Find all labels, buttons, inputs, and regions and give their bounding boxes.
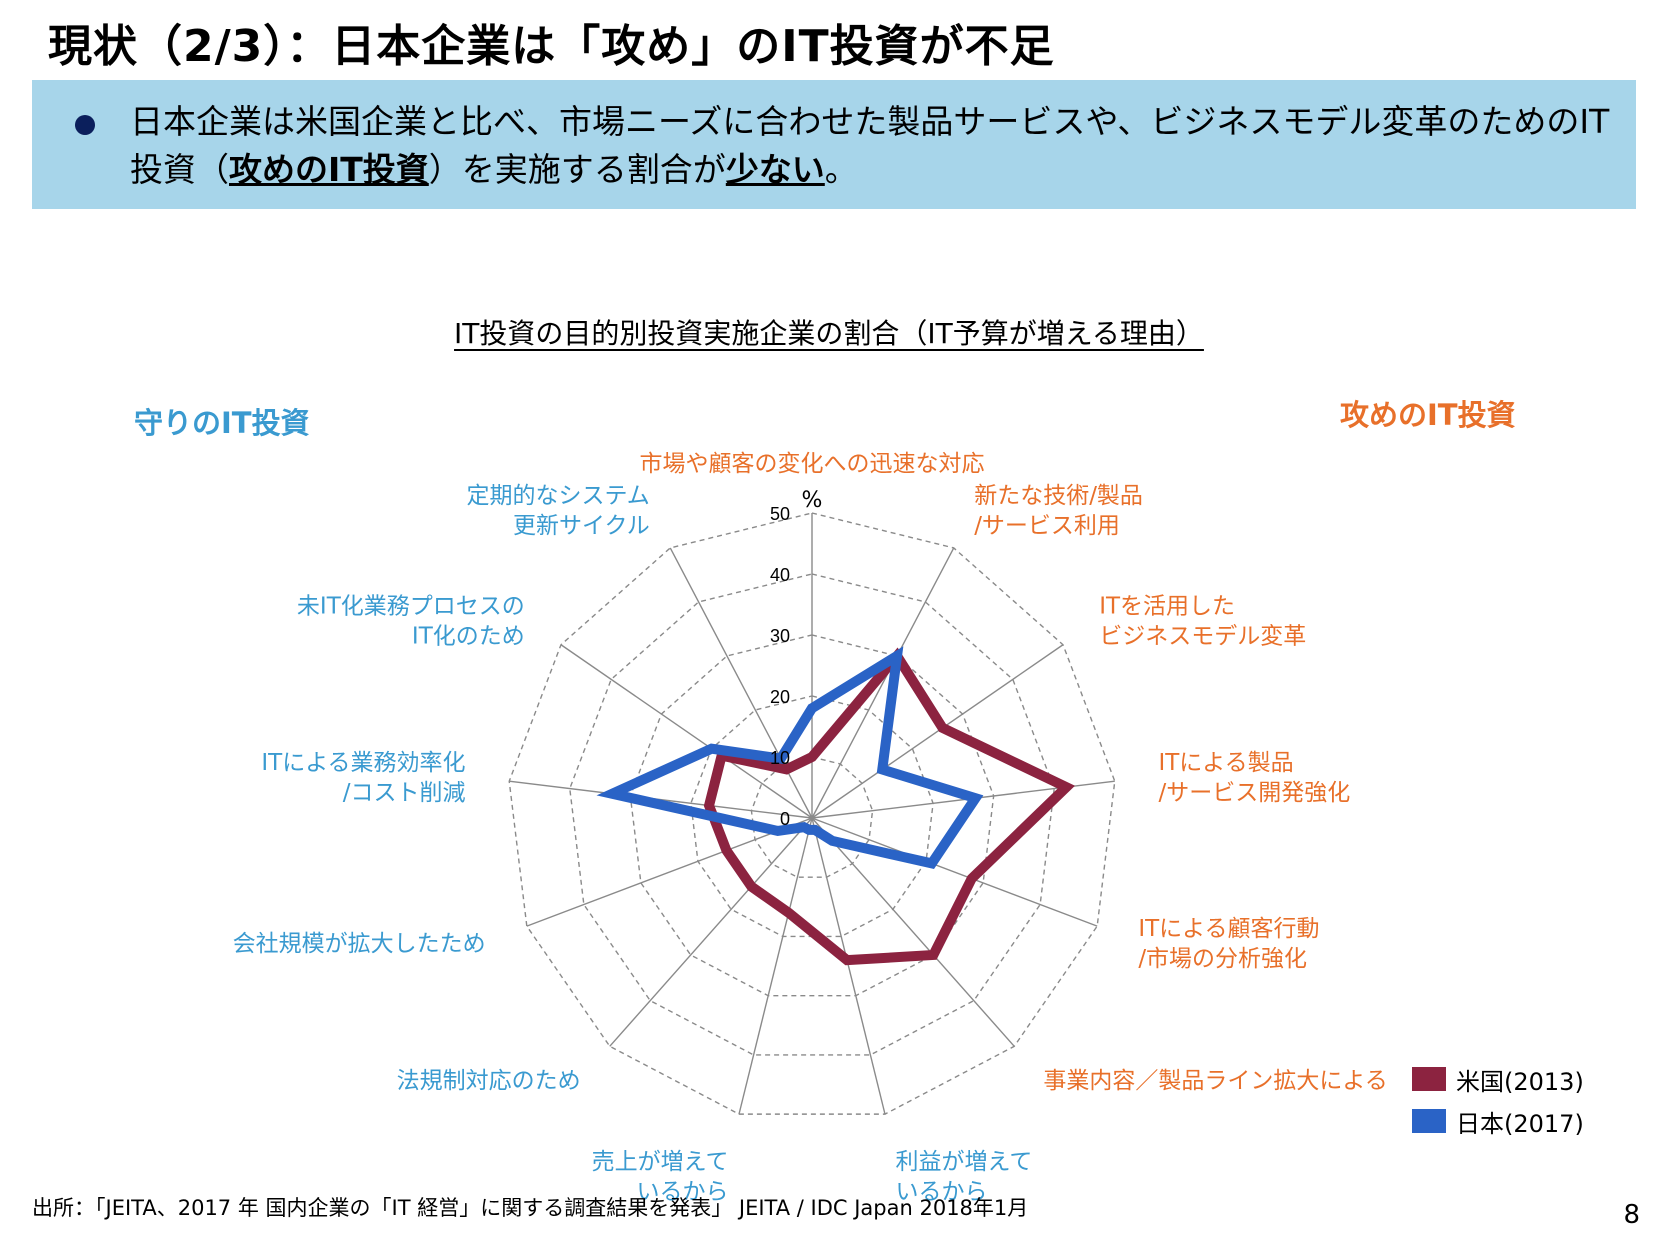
- grid-spoke: [811, 817, 1015, 1047]
- series-japan: [596, 646, 984, 870]
- chart-title: IT投資の目的別投資実施企業の割合（IT予算が増える理由）: [454, 317, 1204, 350]
- grid-spoke: [738, 817, 813, 1115]
- source-note: 出所：「JEITA、2017 年 国内企業の「IT 経営」に関する調査結果を発表…: [32, 1196, 1029, 1220]
- grid-spoke: [811, 817, 886, 1115]
- legend-label-japan: 日本(2017): [1456, 1109, 1584, 1138]
- page-number: 8: [1623, 1200, 1640, 1230]
- series-us: [703, 647, 1075, 966]
- legend-swatch-us: [1412, 1067, 1446, 1091]
- category-label: ITによる顧客行動/市場の分析強化: [1138, 916, 1319, 972]
- category-label: ITによる業務効率化/コスト削減: [261, 750, 465, 806]
- slide-title: 現状（2/3）：日本企業は「攻め」のIT投資が不足: [48, 21, 1055, 72]
- summary-text: 日本企業は米国企業と比べ、市場ニーズに合わせた製品サービスや、ビジネスモデル変革…: [130, 98, 1610, 194]
- category-label: 利益が増えているから: [896, 1149, 1033, 1205]
- radar-grid: [508, 512, 1116, 1115]
- category-label: 事業内容／製品ライン拡大による: [1043, 1068, 1387, 1094]
- grid-ring: [629, 634, 995, 997]
- grid-spoke: [811, 817, 1098, 927]
- grid-spoke: [811, 644, 1064, 819]
- legend-item-japan: 日本(2017): [1412, 1100, 1584, 1142]
- emphasis-few: 少ない: [725, 150, 825, 189]
- category-label: 定期的なシステム更新サイクル: [466, 483, 649, 539]
- category-label: 売上が増えているから: [592, 1149, 729, 1205]
- axis-unit-label: %: [802, 488, 823, 513]
- grid-ring: [508, 512, 1116, 1115]
- grid-spoke: [560, 644, 813, 819]
- category-label: ITを活用したビジネスモデル変革: [1099, 594, 1306, 650]
- category-label: 新たな技術/製品/サービス利用: [974, 483, 1143, 539]
- legend-label-us: 米国(2013): [1456, 1067, 1584, 1096]
- summary-banner: [32, 80, 1636, 209]
- legend: 米国(2013) 日本(2017): [1412, 1058, 1584, 1142]
- axis-tick-label: 40: [770, 565, 790, 585]
- radar-labels: 0 10 20 30 40 50% 市場や顧客の変化への迅速な対応新たな技術/製品/サービス…: [233, 451, 1388, 1205]
- summary-text-part: 。: [824, 150, 858, 189]
- offensive-group-label: 攻めのIT投資: [1340, 398, 1516, 432]
- grid-spoke: [669, 547, 813, 819]
- grid-ring: [569, 573, 1055, 1056]
- defensive-group-label: 守りのIT投資: [134, 406, 310, 440]
- chart-title-row: IT投資の目的別投資実施企業の割合（IT予算が増える理由）: [0, 312, 1658, 352]
- bullet-icon: [75, 115, 95, 135]
- axis-tick-label: 0: [780, 809, 790, 829]
- grid-spoke: [609, 817, 813, 1047]
- emphasis-offensive-it: 攻めのIT投資: [229, 150, 429, 189]
- category-label: 法規制対応のため: [397, 1068, 581, 1094]
- axis-tick-label: 20: [770, 687, 790, 707]
- summary-text-part: 日本企業は米国企業と比べ、市場ニーズに合わせた製品サービスや、ビジネスモデル変革…: [130, 102, 1610, 189]
- legend-item-us: 米国(2013): [1412, 1058, 1584, 1100]
- grid-spoke: [526, 817, 813, 927]
- grid-ring: [750, 756, 874, 878]
- category-label: 市場や顧客の変化への迅速な対応: [640, 451, 985, 477]
- category-label: 未IT化業務プロセスの IT化のため: [297, 594, 525, 650]
- axis-tick-label: 10: [770, 748, 790, 768]
- category-label: ITによる製品/サービス開発強化: [1158, 750, 1350, 806]
- radar-series: [596, 646, 1075, 966]
- axis-tick-label: 50: [770, 504, 790, 524]
- summary-text-part: ）を実施する割合が: [428, 150, 726, 189]
- axis-tick-label: 30: [770, 626, 790, 646]
- grid-spoke: [811, 547, 955, 819]
- category-label: 会社規模が拡大したため: [233, 931, 486, 957]
- legend-swatch-japan: [1412, 1109, 1446, 1133]
